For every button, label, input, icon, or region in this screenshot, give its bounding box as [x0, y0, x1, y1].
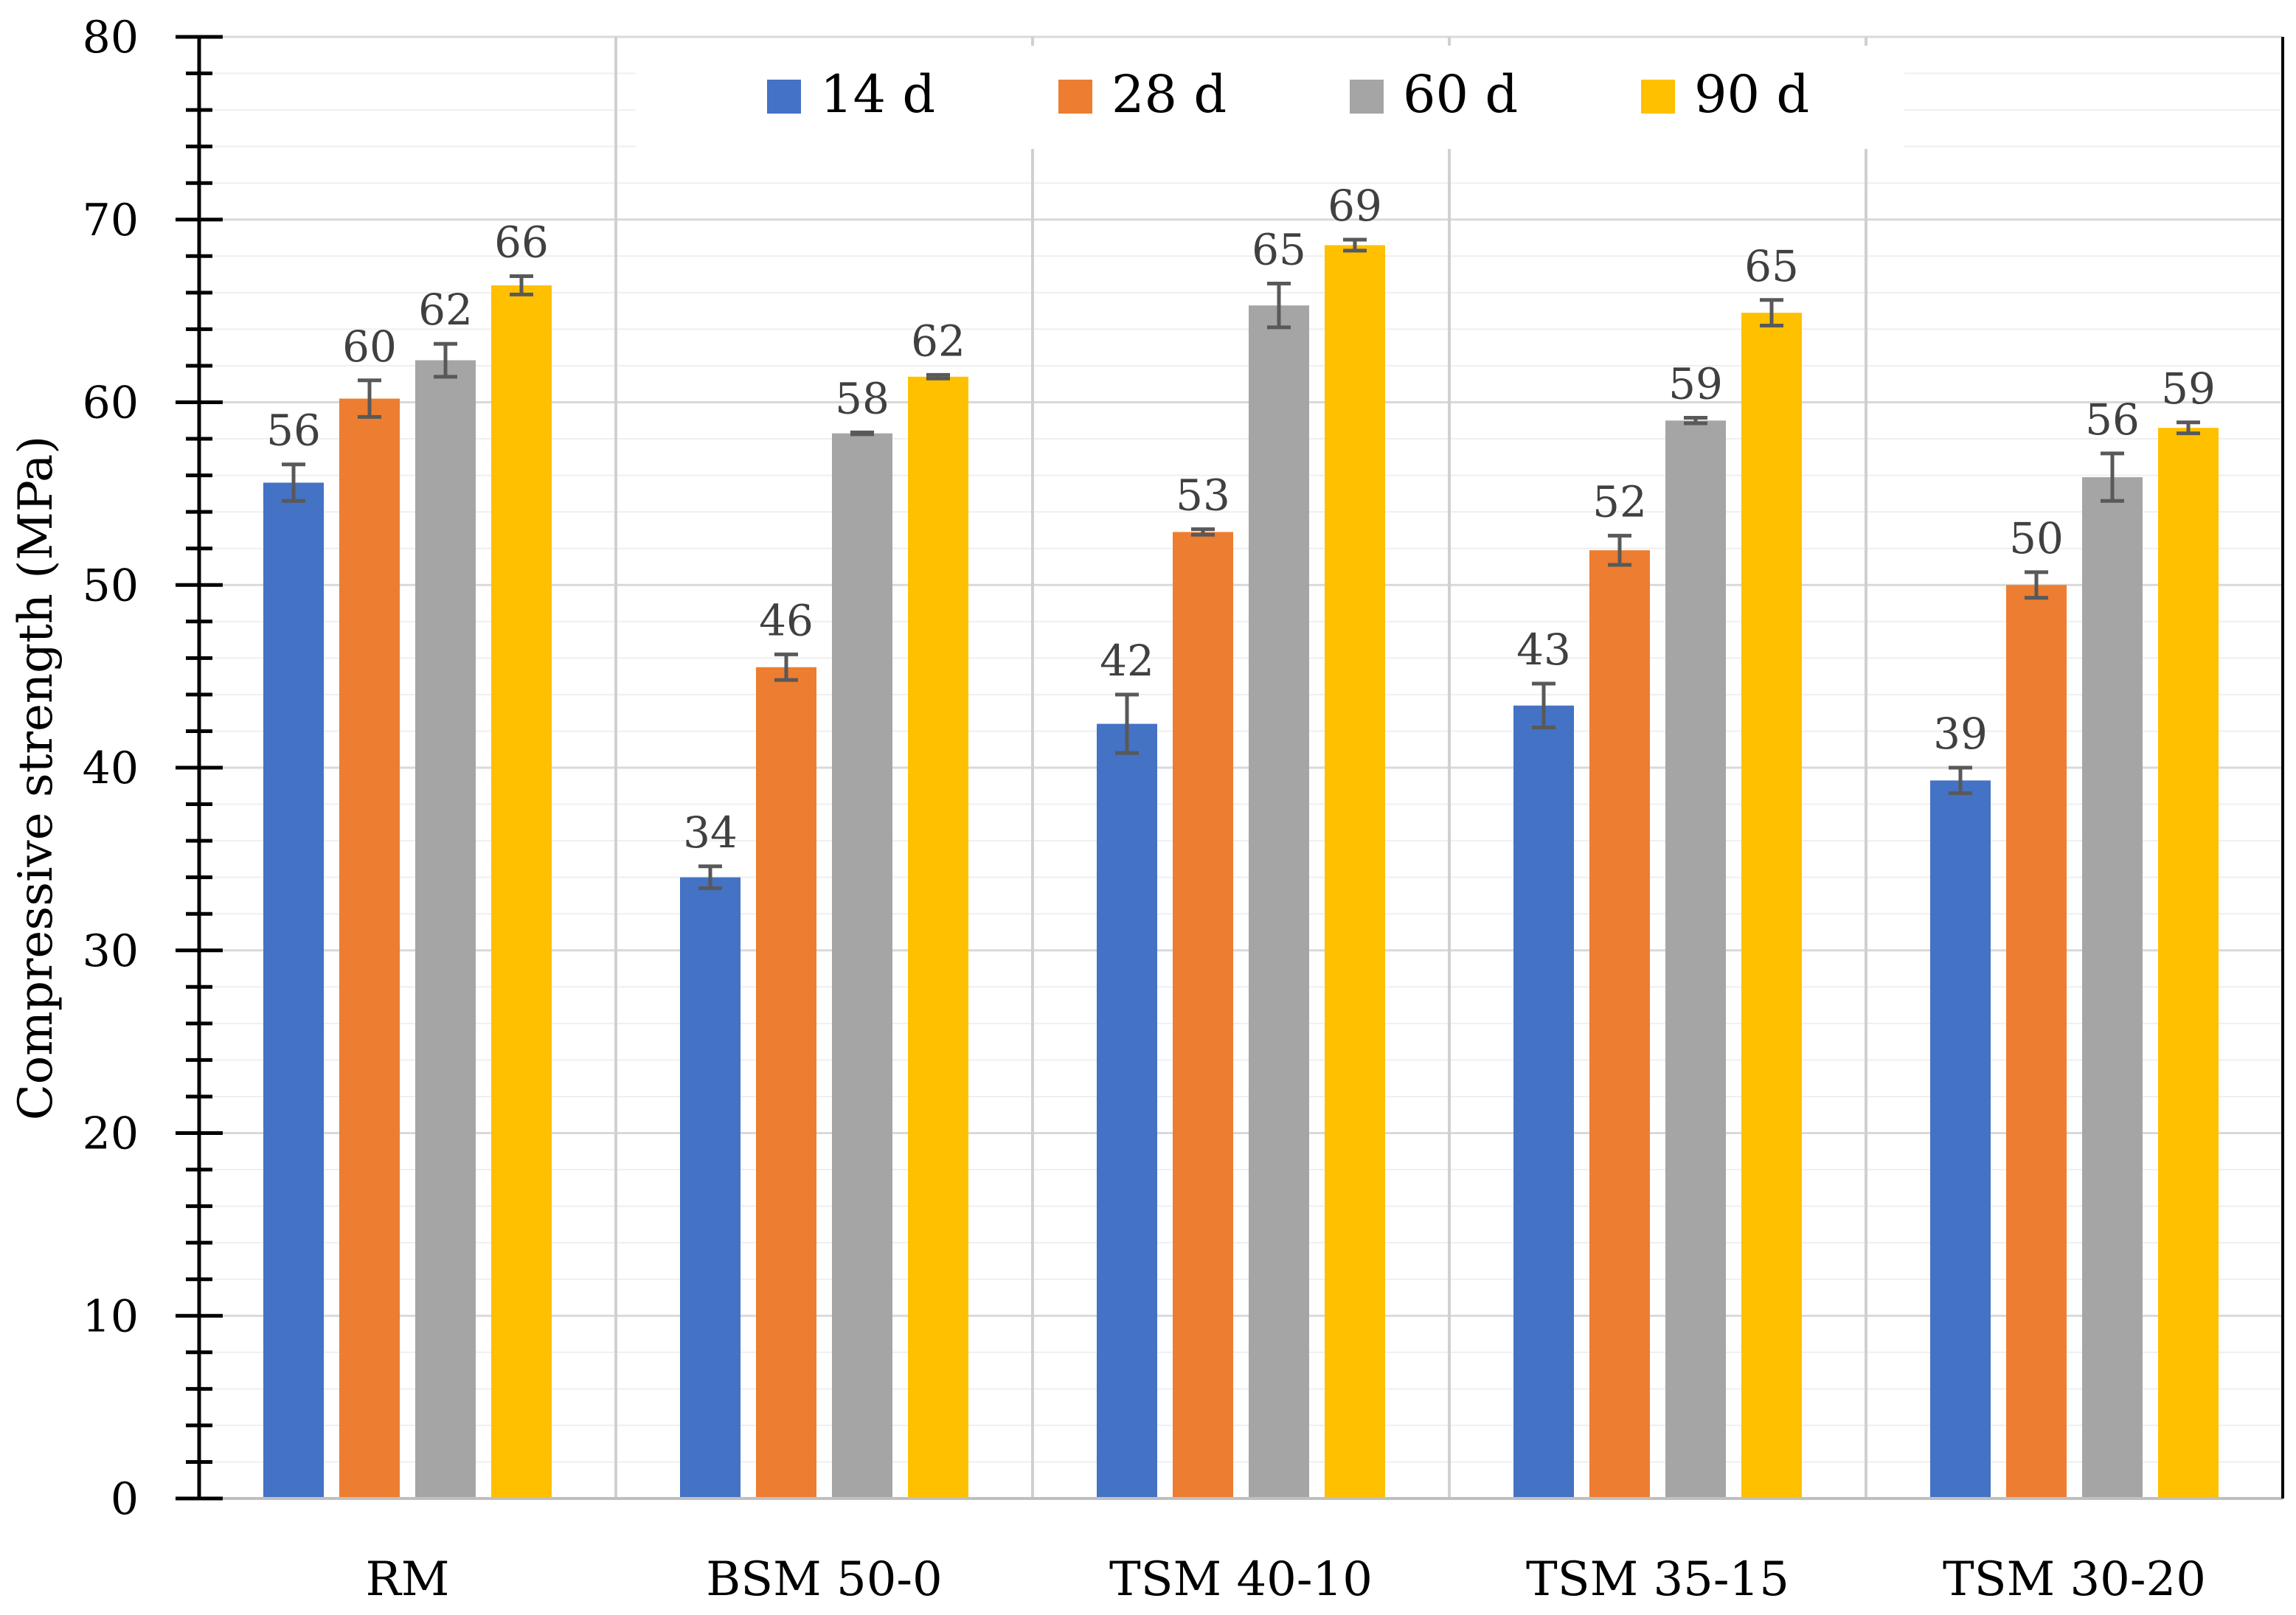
bar	[1589, 550, 1650, 1498]
bar	[415, 360, 476, 1499]
legend-swatch	[1058, 80, 1092, 114]
bar	[1325, 245, 1385, 1498]
y-tick-label: 20	[83, 1108, 139, 1160]
y-ticks: 0 10 20 30 40 50 60 70 80	[83, 12, 223, 1525]
legend-swatch	[1350, 80, 1384, 114]
data-label: 59	[1668, 359, 1723, 409]
category-separators	[614, 37, 1867, 1498]
bar	[491, 285, 552, 1499]
x-tick-label: TSM 35-15	[1526, 1552, 1789, 1607]
data-label: 52	[1592, 476, 1647, 527]
bar	[1930, 780, 1991, 1498]
x-tick-label: RM	[366, 1552, 450, 1607]
legend: 14 d 28 d 60 d 90 d	[636, 46, 1904, 149]
data-label: 53	[1176, 470, 1230, 521]
legend-box	[636, 46, 1904, 149]
data-labels: 56 34 42 43 39 60 46 53 52 50 62 58 65 59 56 66 62 69 65 59	[266, 181, 2216, 858]
y-tick-label: 30	[83, 925, 139, 977]
data-label: 43	[1516, 625, 1571, 675]
bar	[2158, 428, 2219, 1498]
legend-swatch	[767, 80, 801, 114]
data-label: 56	[266, 406, 321, 456]
legend-swatch	[1641, 80, 1675, 114]
legend-label: 90 d	[1694, 64, 1809, 125]
legend-label: 28 d	[1111, 64, 1227, 125]
data-label: 62	[911, 316, 965, 366]
y-tick-label: 50	[83, 560, 139, 611]
y-tick-label: 0	[111, 1473, 139, 1525]
x-tick-label: BSM 50-0	[706, 1552, 943, 1607]
bar	[2006, 585, 2067, 1498]
bar	[1249, 305, 1309, 1498]
bar	[680, 877, 741, 1498]
data-label: 50	[2009, 513, 2064, 563]
bar	[1665, 420, 1726, 1498]
data-label: 62	[418, 285, 473, 335]
bar	[2082, 477, 2143, 1498]
data-label: 60	[342, 322, 397, 372]
y-tick-label: 70	[83, 195, 139, 246]
legend-label: 60 d	[1403, 64, 1518, 125]
data-label: 59	[2161, 364, 2216, 414]
data-label: 39	[1933, 709, 1988, 759]
error-bars	[282, 237, 2200, 891]
bar	[263, 482, 324, 1498]
legend-label: 14 d	[820, 64, 935, 125]
data-label: 69	[1328, 181, 1382, 231]
y-tick-label: 40	[83, 743, 139, 794]
bar	[756, 667, 816, 1498]
y-tick-label: 60	[83, 378, 139, 429]
data-label: 34	[683, 808, 738, 858]
bar	[908, 376, 968, 1499]
bar	[832, 433, 892, 1499]
y-tick-label: 80	[83, 12, 139, 63]
data-label: 56	[2085, 395, 2140, 445]
x-tick-label: TSM 40-10	[1109, 1552, 1373, 1607]
bar	[1097, 723, 1157, 1498]
data-label: 65	[1252, 224, 1306, 274]
data-label: 65	[1744, 241, 1799, 291]
bar	[339, 398, 400, 1499]
x-tick-label: TSM 30-20	[1943, 1552, 2206, 1607]
y-tick-label: 10	[83, 1291, 139, 1342]
data-label: 46	[759, 595, 814, 645]
bars	[263, 245, 2219, 1499]
bar	[1513, 705, 1574, 1498]
data-label: 58	[835, 373, 889, 423]
data-label: 42	[1100, 636, 1154, 686]
bar	[1173, 532, 1233, 1498]
y-axis-title: Compressive strength (MPa)	[9, 436, 63, 1120]
bar	[1741, 313, 1802, 1498]
x-tick-labels: RM BSM 50-0 TSM 40-10 TSM 35-15 TSM 30-20	[366, 1552, 2206, 1607]
data-label: 66	[494, 218, 549, 268]
